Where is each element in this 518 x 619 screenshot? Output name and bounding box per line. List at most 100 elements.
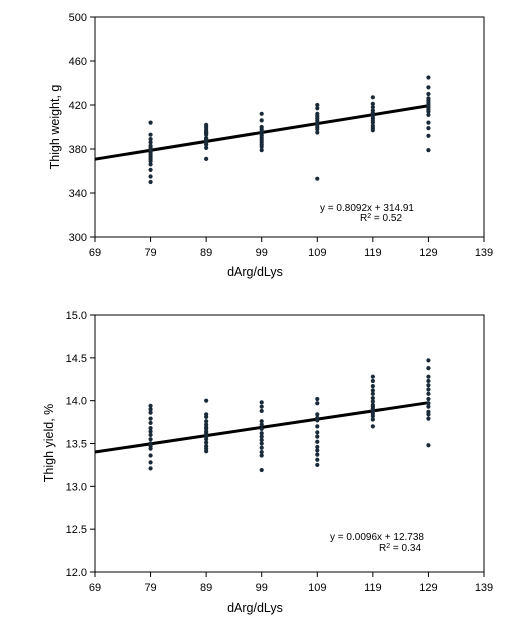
x-tick-label: 69 — [89, 582, 101, 594]
data-point — [315, 412, 320, 417]
data-point — [259, 422, 264, 427]
data-point — [148, 441, 153, 446]
trendline-equation: y = 0.0096x + 12.738 — [330, 532, 424, 543]
thigh-weight-chart: Thigh weight, g dArg/dLys y = 0.8092x + … — [48, 12, 493, 279]
data-point — [370, 424, 375, 429]
data-point — [426, 378, 431, 384]
y-tick-label: 500 — [69, 12, 87, 24]
data-point — [315, 396, 320, 402]
data-point — [370, 402, 375, 408]
y-tick-label: 13.0 — [66, 481, 87, 493]
x-tick-label: 99 — [256, 582, 268, 594]
x-tick-label: 89 — [200, 247, 212, 259]
data-point — [370, 384, 375, 389]
data-point — [426, 85, 431, 90]
data-point — [315, 424, 320, 429]
data-point — [370, 374, 375, 379]
x-axis-label: dArg/dLys — [227, 265, 283, 279]
x-tick-label: 109 — [308, 247, 326, 259]
data-point — [315, 130, 320, 135]
y-tick-label: 340 — [69, 188, 87, 200]
data-point — [148, 143, 153, 148]
x-tick-label: 99 — [256, 247, 268, 259]
data-point — [148, 403, 153, 408]
data-point — [148, 460, 153, 465]
data-point — [259, 118, 264, 123]
data-point — [315, 462, 320, 468]
data-point — [426, 126, 431, 131]
data-point — [259, 445, 264, 450]
data-point — [259, 111, 264, 116]
data-point — [370, 101, 375, 106]
data-point — [315, 457, 320, 462]
y-tick-label: 15.0 — [66, 310, 87, 322]
data-point — [370, 388, 375, 393]
x-tick-label: 69 — [89, 247, 101, 259]
r-squared-symbol: R — [360, 213, 367, 224]
data-point — [204, 412, 209, 417]
data-point — [315, 434, 320, 439]
data-point — [148, 429, 153, 434]
data-point — [426, 91, 431, 97]
y-axis-label: Thigh yield, % — [42, 404, 56, 483]
data-point — [259, 426, 264, 432]
data-point — [148, 416, 153, 421]
data-point — [148, 437, 153, 442]
data-point — [204, 135, 209, 141]
data-point — [370, 417, 375, 422]
data-point — [426, 75, 431, 80]
x-tick-label: 119 — [364, 582, 382, 594]
r-squared-label: R2 = 0.34 — [379, 543, 421, 555]
data-point — [370, 391, 375, 396]
data-point — [259, 437, 264, 443]
data-point — [148, 466, 153, 471]
data-point — [148, 167, 153, 172]
data-point — [148, 140, 153, 145]
data-point — [148, 120, 153, 125]
data-point — [259, 408, 264, 414]
data-point — [148, 410, 153, 415]
data-point — [259, 453, 264, 458]
data-point — [370, 105, 375, 110]
plot-frame — [94, 16, 485, 238]
y-tick-label: 14.0 — [66, 396, 87, 408]
x-tick-label: 139 — [475, 247, 493, 259]
data-point — [315, 439, 320, 444]
data-point — [315, 452, 320, 457]
y-tick-label: 420 — [69, 100, 87, 112]
data-point — [315, 176, 320, 181]
data-point — [426, 96, 431, 101]
data-point — [259, 449, 264, 455]
data-point — [259, 467, 264, 473]
data-point — [426, 112, 431, 117]
data-point — [370, 95, 375, 100]
r-squared-value: = 0.52 — [371, 213, 402, 224]
data-point — [148, 432, 153, 438]
thigh-yield-chart: Thigh yield, % dArg/dLys y = 0.0096x + 1… — [42, 310, 493, 615]
data-point — [426, 401, 431, 406]
trendline-equation: y = 0.8092x + 314.91 — [320, 203, 414, 214]
data-point — [426, 443, 431, 448]
data-point — [148, 162, 153, 167]
data-point — [259, 404, 264, 409]
data-point — [204, 443, 209, 449]
data-point — [204, 419, 209, 424]
data-point — [148, 137, 153, 142]
data-point — [148, 132, 153, 137]
data-point — [259, 431, 264, 436]
data-point — [259, 124, 264, 130]
data-point — [315, 430, 320, 435]
x-tick-label: 89 — [200, 582, 212, 594]
data-point — [426, 374, 431, 379]
x-tick-label: 139 — [475, 582, 493, 594]
data-point — [315, 448, 320, 453]
data-point — [315, 106, 320, 111]
x-tick-label: 129 — [419, 582, 437, 594]
data-point — [204, 440, 209, 445]
data-point — [426, 120, 431, 125]
data-point — [148, 425, 153, 431]
data-point — [315, 401, 320, 406]
data-point — [315, 444, 320, 450]
data-point — [370, 108, 375, 113]
